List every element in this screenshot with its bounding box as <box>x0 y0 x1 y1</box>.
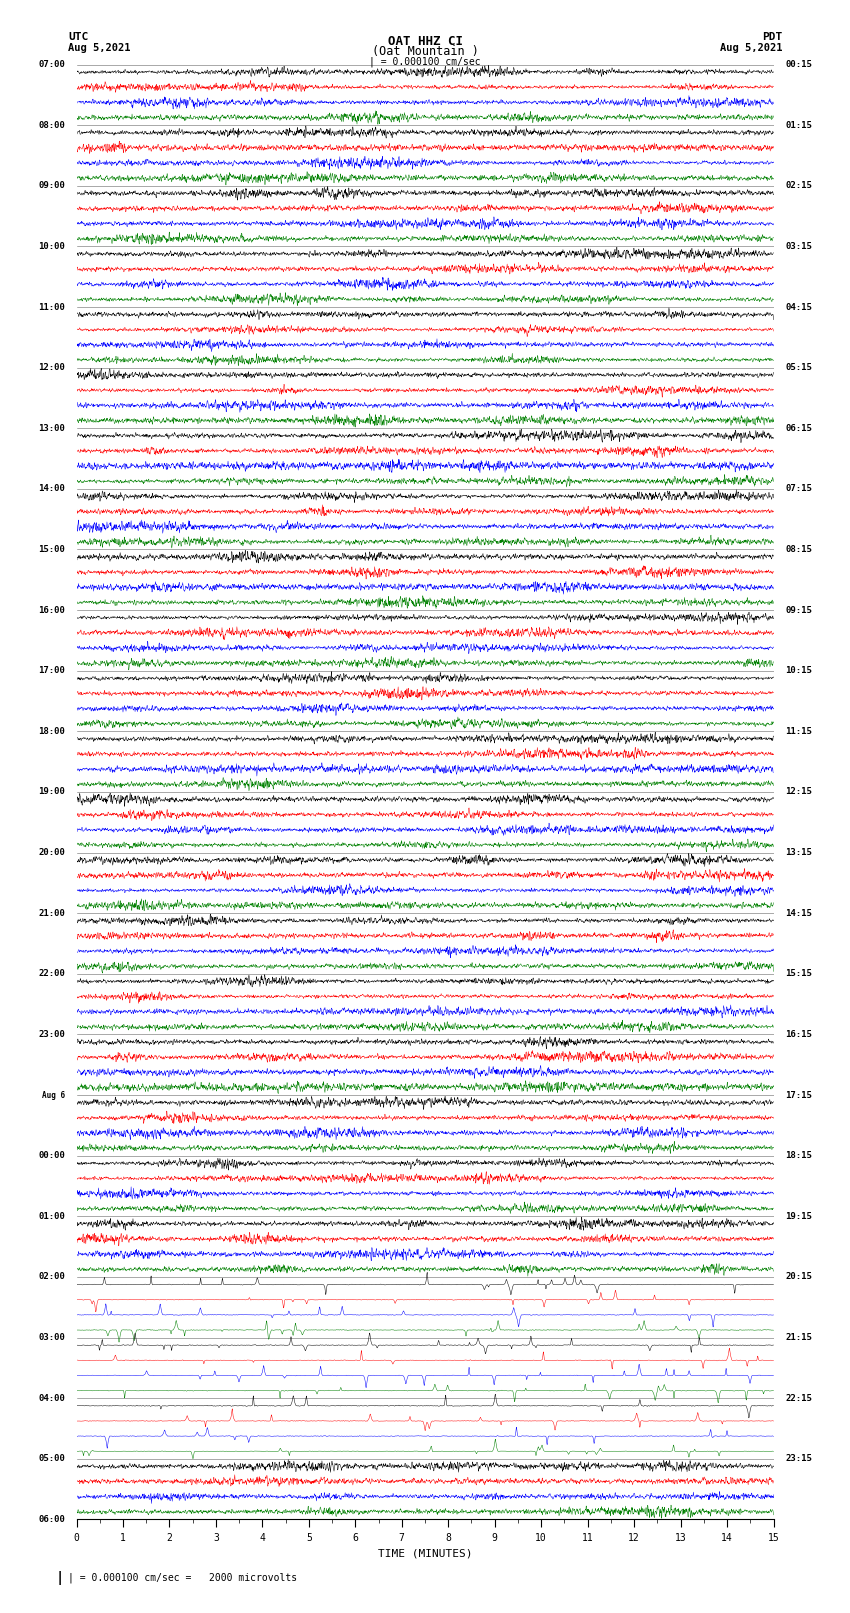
Text: 22:00: 22:00 <box>38 969 65 979</box>
Text: 07:00: 07:00 <box>38 60 65 69</box>
Text: (Oat Mountain ): (Oat Mountain ) <box>371 45 479 58</box>
Text: 11:15: 11:15 <box>785 727 812 736</box>
Text: 15:00: 15:00 <box>38 545 65 553</box>
Text: 00:00: 00:00 <box>38 1152 65 1160</box>
Text: 05:15: 05:15 <box>785 363 812 373</box>
Text: 10:15: 10:15 <box>785 666 812 676</box>
Text: 15:15: 15:15 <box>785 969 812 979</box>
Text: 19:00: 19:00 <box>38 787 65 797</box>
Text: 21:00: 21:00 <box>38 908 65 918</box>
Text: 06:15: 06:15 <box>785 424 812 432</box>
Text: 02:15: 02:15 <box>785 181 812 190</box>
Text: 11:00: 11:00 <box>38 303 65 311</box>
Text: 14:00: 14:00 <box>38 484 65 494</box>
Text: 01:00: 01:00 <box>38 1211 65 1221</box>
Text: 18:00: 18:00 <box>38 727 65 736</box>
Text: 12:15: 12:15 <box>785 787 812 797</box>
Text: 14:15: 14:15 <box>785 908 812 918</box>
Text: 07:15: 07:15 <box>785 484 812 494</box>
Text: 16:15: 16:15 <box>785 1031 812 1039</box>
Text: 20:15: 20:15 <box>785 1273 812 1281</box>
Text: 23:15: 23:15 <box>785 1455 812 1463</box>
Text: 04:00: 04:00 <box>38 1394 65 1403</box>
Text: 23:00: 23:00 <box>38 1031 65 1039</box>
Text: 21:15: 21:15 <box>785 1332 812 1342</box>
X-axis label: TIME (MINUTES): TIME (MINUTES) <box>377 1548 473 1558</box>
Text: 03:15: 03:15 <box>785 242 812 252</box>
Text: UTC: UTC <box>68 32 88 42</box>
Text: 08:15: 08:15 <box>785 545 812 553</box>
Text: Aug 5,2021: Aug 5,2021 <box>719 44 782 53</box>
Text: PDT: PDT <box>762 32 782 42</box>
Text: 05:00: 05:00 <box>38 1455 65 1463</box>
Text: Aug 6: Aug 6 <box>42 1090 65 1100</box>
Text: 22:15: 22:15 <box>785 1394 812 1403</box>
Text: OAT HHZ CI: OAT HHZ CI <box>388 34 462 48</box>
Text: | = 0.000100 cm/sec: | = 0.000100 cm/sec <box>369 56 481 68</box>
Text: 06:00: 06:00 <box>38 1515 65 1524</box>
Text: 01:15: 01:15 <box>785 121 812 129</box>
Text: 16:00: 16:00 <box>38 605 65 615</box>
Text: 04:15: 04:15 <box>785 303 812 311</box>
Text: 09:15: 09:15 <box>785 605 812 615</box>
Text: 18:15: 18:15 <box>785 1152 812 1160</box>
Text: 12:00: 12:00 <box>38 363 65 373</box>
Text: 08:00: 08:00 <box>38 121 65 129</box>
Text: 02:00: 02:00 <box>38 1273 65 1281</box>
Text: |: | <box>55 1571 64 1584</box>
Text: 13:00: 13:00 <box>38 424 65 432</box>
Text: 09:00: 09:00 <box>38 181 65 190</box>
Text: 10:00: 10:00 <box>38 242 65 252</box>
Text: 13:15: 13:15 <box>785 848 812 857</box>
Text: 17:15: 17:15 <box>785 1090 812 1100</box>
Text: 17:00: 17:00 <box>38 666 65 676</box>
Text: 03:00: 03:00 <box>38 1332 65 1342</box>
Text: | = 0.000100 cm/sec =   2000 microvolts: | = 0.000100 cm/sec = 2000 microvolts <box>68 1573 298 1582</box>
Text: 00:15: 00:15 <box>785 60 812 69</box>
Text: 20:00: 20:00 <box>38 848 65 857</box>
Text: 19:15: 19:15 <box>785 1211 812 1221</box>
Text: Aug 5,2021: Aug 5,2021 <box>68 44 131 53</box>
